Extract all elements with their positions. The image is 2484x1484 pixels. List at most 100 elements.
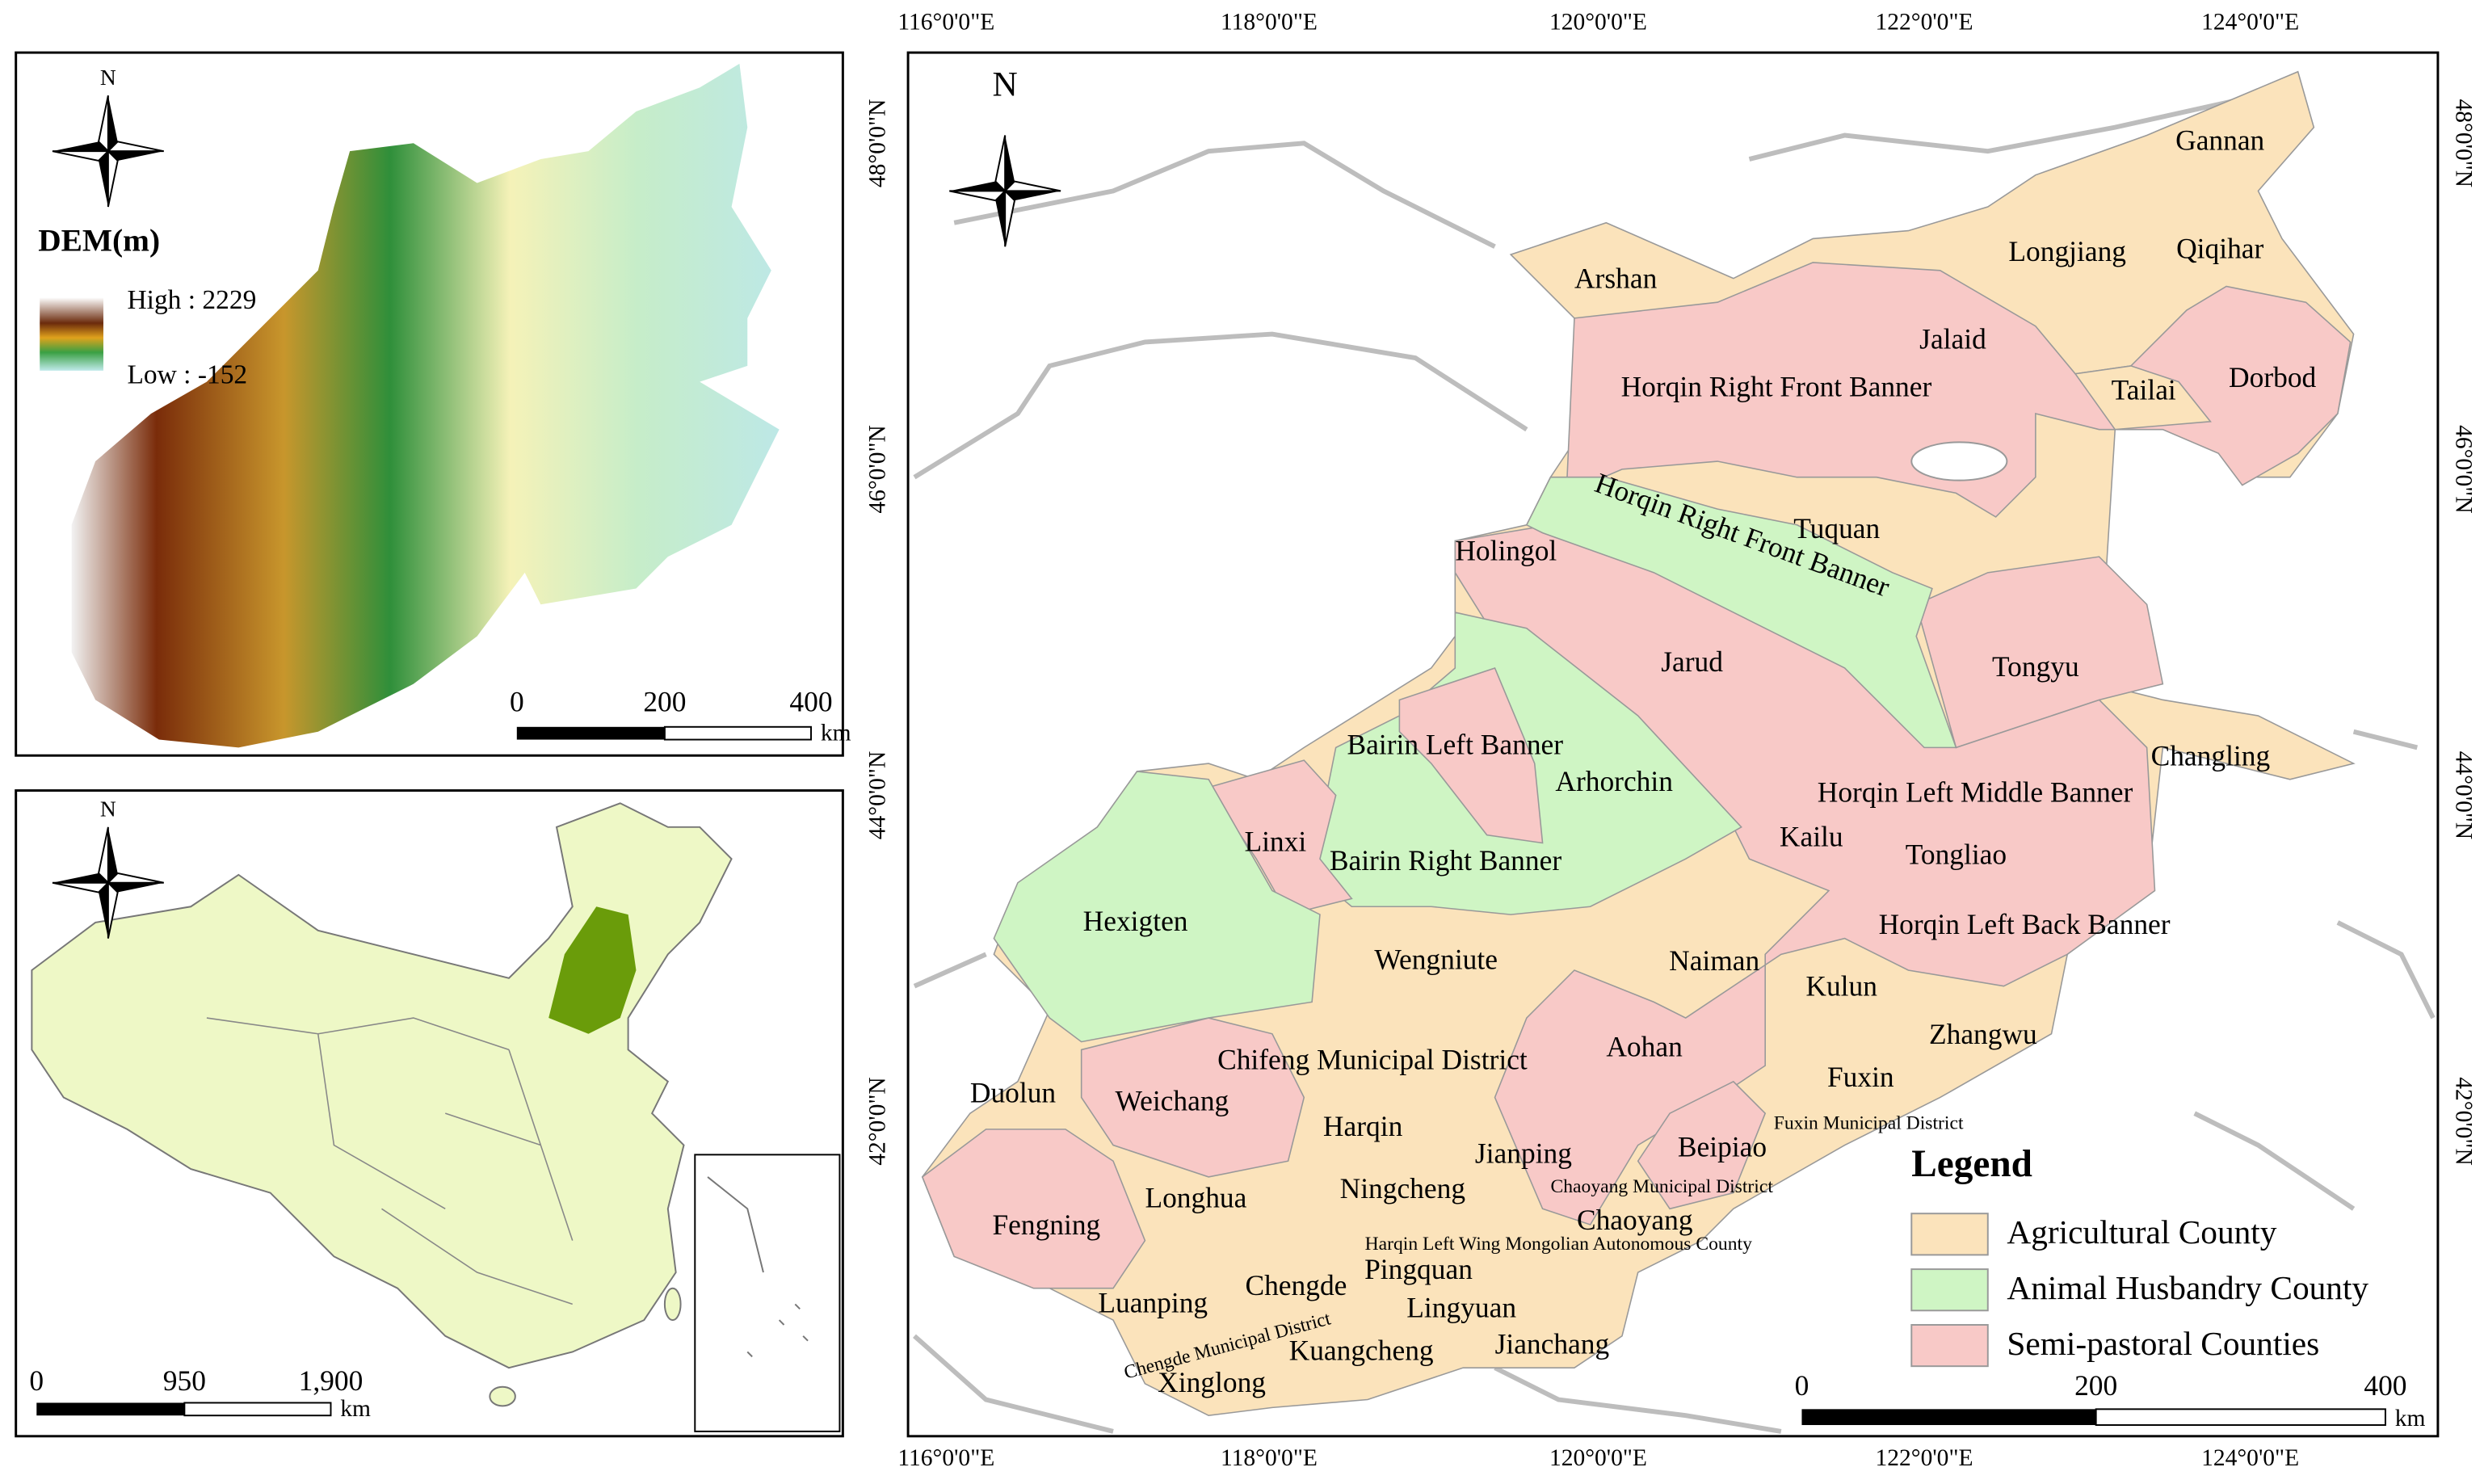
lon-label: 124°0'0"E xyxy=(2201,9,2299,35)
scale-unit: km xyxy=(821,720,851,746)
county-label: Kulun xyxy=(1805,970,1877,1003)
lat-label: 48°0'0"N xyxy=(864,99,890,188)
province-boundary xyxy=(913,93,2436,1434)
county-label: Horqin Right Front Banner xyxy=(1621,371,1932,403)
county-label: Horqin Left Back Banner xyxy=(1879,908,2171,940)
low-label: Low : -152 xyxy=(127,359,247,389)
scale-bar xyxy=(183,1402,332,1417)
lat-label: 42°0'0"N xyxy=(864,1077,890,1166)
county-label: Tongyu xyxy=(1992,650,2079,683)
scale-unit: km xyxy=(2395,1406,2426,1431)
county-label: Chaoyang Municipal District xyxy=(1551,1176,1774,1197)
county-label: Fengning xyxy=(992,1209,1100,1241)
county-label: Longjiang xyxy=(2008,235,2126,267)
scale-label: 0 xyxy=(510,685,524,717)
county-label: Linxi xyxy=(1244,826,1306,858)
legend-swatch xyxy=(1910,1213,1989,1256)
legend: Legend Agricultural County Animal Husban… xyxy=(1910,1143,2368,1368)
county-label: Ningcheng xyxy=(1340,1172,1466,1204)
semi-pastoral-area xyxy=(1637,1080,1767,1210)
lat-label: 44°0'0"N xyxy=(864,751,890,840)
county-label: Gannan xyxy=(2175,124,2264,156)
semi-pastoral-area xyxy=(1398,666,1544,844)
taiwan xyxy=(663,1287,682,1322)
county-label: Kailu xyxy=(1780,821,1843,853)
county-label: Chifeng Municipal District xyxy=(1217,1043,1528,1075)
county-label: Jianchang xyxy=(1495,1328,1610,1360)
scale-bar xyxy=(1801,1409,2096,1426)
scale-label: 200 xyxy=(643,685,686,717)
county-label: Duolun xyxy=(970,1077,1057,1109)
lon-label: 118°0'0"E xyxy=(1221,9,1318,35)
dem-color-ramp xyxy=(40,297,103,371)
china-panel: N 0 950 1,900 km xyxy=(15,789,844,1438)
scale-bar xyxy=(663,725,812,741)
scale-unit: km xyxy=(340,1396,371,1422)
lon-label: 120°0'0"E xyxy=(1549,9,1647,35)
semi-pastoral-area xyxy=(921,1129,1146,1289)
lat-label: 48°0'0"N xyxy=(2451,99,2477,188)
county-label: Lingyuan xyxy=(1406,1291,1516,1323)
legend-swatch xyxy=(1910,1268,1989,1312)
county-label: Pingquan xyxy=(1364,1253,1473,1285)
county-label: Qiqihar xyxy=(2176,232,2263,264)
lon-label: 122°0'0"E xyxy=(1876,1445,1973,1471)
lat-label: 42°0'0"N xyxy=(2451,1077,2477,1166)
scale-label: 400 xyxy=(789,685,832,717)
china-outline xyxy=(31,802,733,1369)
semi-pastoral-area xyxy=(1080,1017,1305,1178)
lon-label: 122°0'0"E xyxy=(1876,9,1973,35)
scale-bar xyxy=(2095,1408,2386,1427)
north-label: N xyxy=(100,796,116,821)
county-label: Fuxin Municipal District xyxy=(1774,1112,1964,1133)
county-label: Horqin Left Middle Banner xyxy=(1818,776,2133,809)
lat-label: 44°0'0"N xyxy=(2451,751,2477,840)
scale-label: 950 xyxy=(163,1364,206,1397)
county-label: Chengde xyxy=(1245,1269,1347,1301)
lat-label: 46°0'0"N xyxy=(2451,425,2477,514)
lon-label: 118°0'0"E xyxy=(1221,1445,1318,1471)
county-label: Weichang xyxy=(1116,1084,1229,1116)
scale-label: 200 xyxy=(2074,1369,2117,1402)
lon-label: 116°0'0"E xyxy=(897,9,994,35)
north-label: N xyxy=(100,65,116,90)
high-label: High : 2229 xyxy=(127,285,256,315)
county-label: Aohan xyxy=(1606,1031,1683,1063)
county-label: Xinglong xyxy=(1158,1366,1266,1398)
county-label: Harqin xyxy=(1323,1110,1403,1142)
county-label: Hexigten xyxy=(1083,905,1188,937)
dem-terrain xyxy=(71,63,780,748)
county-label: Naiman xyxy=(1669,944,1759,977)
county-label: Chaoyang xyxy=(1577,1204,1693,1236)
county-label: Arhorchin xyxy=(1555,765,1673,797)
animal-husbandry-area xyxy=(1525,476,1957,749)
county-label: Tailai xyxy=(2112,374,2176,406)
animal-husbandry-area xyxy=(993,771,1321,1043)
legend-label: Agricultural County xyxy=(2007,1213,2276,1251)
county-label: Kuangcheng xyxy=(1289,1335,1434,1367)
lake xyxy=(1910,441,2008,481)
scale-bar xyxy=(36,1402,185,1416)
south-sea-inset xyxy=(694,1154,841,1432)
county-label: Bairin Right Banner xyxy=(1330,844,1561,877)
county-label: Longhua xyxy=(1145,1182,1246,1214)
scale-label: 0 xyxy=(1795,1369,1809,1402)
county-label: Wengniute xyxy=(1374,943,1498,975)
county-label: Tongliao xyxy=(1906,838,2007,870)
legend-label: Semi-pastoral Counties xyxy=(2007,1325,2319,1362)
north-label: N xyxy=(993,65,1018,103)
county-label: Jarud xyxy=(1661,645,1723,678)
county-label: Harqin Left Wing Mongolian Autonomous Co… xyxy=(1365,1234,1752,1255)
legend-title: Legend xyxy=(1911,1143,2032,1185)
lon-label: 116°0'0"E xyxy=(897,1445,994,1471)
county-label: Fuxin xyxy=(1827,1061,1894,1093)
county-label: Arshan xyxy=(1574,263,1658,295)
scale-bar xyxy=(516,726,665,740)
scale-label: 0 xyxy=(29,1364,44,1397)
county-label: Changling xyxy=(2151,739,2271,771)
county-label: Jalaid xyxy=(1919,323,1986,355)
inset-islands xyxy=(707,1176,809,1358)
scale-label: 400 xyxy=(2364,1369,2406,1402)
